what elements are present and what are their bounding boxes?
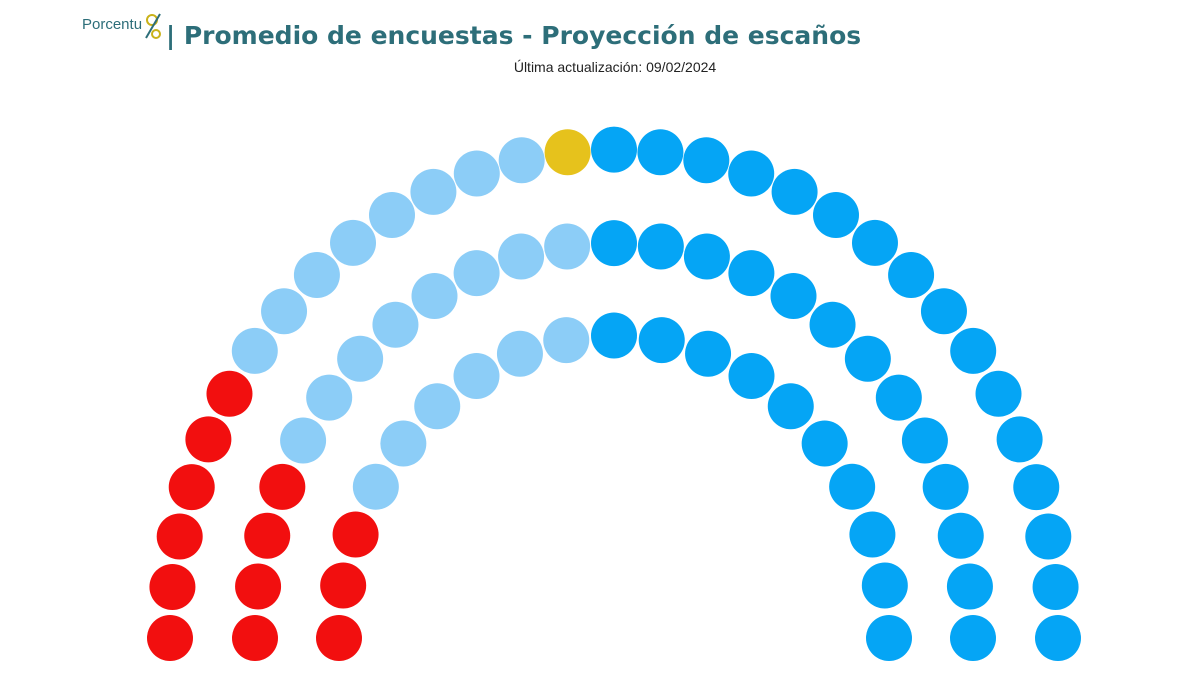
seat <box>1032 563 1079 610</box>
seat <box>591 220 637 267</box>
seat <box>147 615 193 661</box>
seat <box>950 327 997 374</box>
seat <box>496 330 543 377</box>
seat <box>149 563 196 610</box>
seat <box>1025 513 1072 560</box>
seat <box>975 370 1022 417</box>
seat <box>543 317 590 364</box>
seat <box>1035 615 1081 661</box>
seat <box>685 330 732 377</box>
seat <box>829 463 876 510</box>
seat <box>770 273 817 320</box>
seat <box>638 317 685 364</box>
seat <box>231 327 278 374</box>
seat <box>498 137 545 184</box>
seat <box>591 312 637 359</box>
seat <box>888 252 935 299</box>
seat <box>1013 464 1060 511</box>
seat <box>809 301 856 348</box>
seat <box>235 563 282 610</box>
seat <box>544 223 591 270</box>
seat <box>453 250 500 297</box>
seat <box>922 463 969 510</box>
seat <box>244 512 291 559</box>
seat <box>411 273 458 320</box>
seat <box>414 383 461 430</box>
seat <box>771 168 818 215</box>
seat <box>453 150 500 197</box>
seat <box>369 192 415 239</box>
seat <box>320 562 367 609</box>
seat <box>544 129 591 176</box>
seat <box>206 370 253 417</box>
seat <box>767 383 814 430</box>
chart-subtitle: Última actualización: 09/02/2024 <box>514 59 717 75</box>
seat <box>728 250 775 297</box>
chart-title: | Promedio de encuestas - Proyección de … <box>166 21 861 50</box>
seat <box>901 417 948 464</box>
seat <box>813 192 859 239</box>
seat <box>683 233 730 280</box>
seat <box>156 513 203 560</box>
seat <box>306 374 353 421</box>
seat <box>728 353 775 400</box>
seat <box>410 168 457 215</box>
seat <box>950 615 996 661</box>
seat <box>861 562 908 609</box>
seat <box>801 420 848 467</box>
seat <box>380 420 427 467</box>
seat <box>875 374 922 421</box>
seat <box>332 511 379 558</box>
seat <box>683 137 730 184</box>
seat <box>637 223 684 270</box>
logo-mark <box>145 13 161 39</box>
seat <box>498 233 545 280</box>
seat <box>337 335 384 382</box>
seat <box>996 416 1043 463</box>
seat <box>293 252 340 299</box>
seat <box>232 615 278 661</box>
seat <box>728 150 775 197</box>
seat <box>920 288 967 335</box>
seat <box>866 615 912 661</box>
seat <box>937 512 984 559</box>
seat <box>453 353 500 400</box>
seat <box>330 219 377 266</box>
logo: Porcentu <box>82 16 142 33</box>
seat <box>352 463 399 510</box>
seat <box>168 464 215 511</box>
seat <box>280 417 327 464</box>
seat <box>185 416 232 463</box>
seat <box>259 463 306 510</box>
seat <box>591 126 637 173</box>
seat <box>946 563 993 610</box>
seat <box>261 288 308 335</box>
seat <box>316 615 362 661</box>
seat <box>849 511 896 558</box>
seat <box>851 219 898 266</box>
seat <box>844 335 891 382</box>
seat <box>637 129 684 176</box>
seat <box>372 301 419 348</box>
